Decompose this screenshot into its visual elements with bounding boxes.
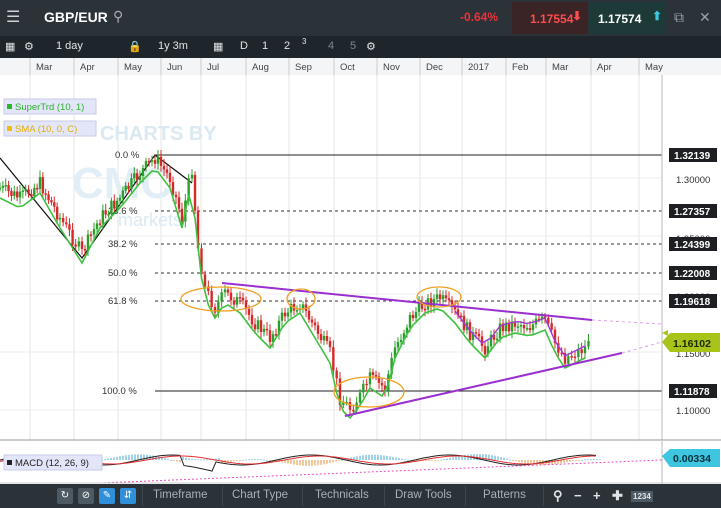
fibonacci-retracement[interactable]: 0.0 % 23.6 % 38.2 % 50.0 % 61.8 % 100.0 … (102, 150, 662, 397)
tab-draw-tools[interactable]: Draw Tools (395, 489, 452, 501)
tab-timeframe[interactable]: Timeframe (153, 489, 208, 501)
pencil-icon[interactable]: ✎ (99, 488, 115, 504)
macd-legend-box[interactable] (3, 454, 103, 471)
sell-price: 1.17554 (530, 12, 574, 26)
price-tick-110: 1.10000 (676, 406, 710, 417)
zoom-level-button[interactable]: 1234 (631, 491, 653, 502)
month-label: Jun (167, 62, 182, 73)
month-axis: Mar Apr May Jun Jul Aug Sep Oct Nov Dec 2017 Feb Mar… (36, 62, 663, 73)
interval-select[interactable]: 1 day (56, 40, 83, 52)
sell-price-box[interactable]: 1.17554 ⬇ (512, 2, 588, 34)
zoom-out-icon[interactable]: − (574, 488, 582, 503)
current-price-tag (662, 333, 720, 352)
month-label: Apr (597, 62, 612, 73)
save-icon[interactable]: ▦ (5, 41, 16, 53)
fib-label-236: 23.6 % (108, 206, 138, 217)
layout-1-button[interactable]: 1 (262, 40, 269, 52)
chart-grid (0, 58, 662, 484)
month-label: Jul (207, 62, 219, 73)
fib-label-382: 38.2 % (108, 239, 138, 250)
calendar-icon[interactable]: ▦ (213, 41, 224, 53)
bottom-toolbar: ↻ ⊘ ✎ ⇵ Timeframe Chart Type Technicals … (0, 484, 721, 508)
month-label: Aug (252, 62, 269, 73)
gear-icon[interactable]: ⚙ (24, 41, 34, 53)
menu-icon[interactable]: ☰ (6, 9, 21, 26)
layout-d-button[interactable]: D (240, 40, 248, 52)
indicator-legend[interactable]: SuperTrd (10, 1) SMA (10, 0, C) (3, 98, 97, 137)
month-label: Mar (36, 62, 52, 73)
month-label: May (124, 62, 142, 73)
price-tag-4: 1.19618 (674, 297, 711, 308)
top-bar: ☰ GBP/EUR ⚲ -0.64% 1.17554 ⬇ 1.17574 ⬆ ⧉… (0, 0, 721, 36)
month-axis-bg (0, 58, 721, 75)
tab-chart-type[interactable]: Chart Type (232, 489, 289, 501)
triangle-pattern[interactable] (221, 282, 663, 417)
legend-sma: SMA (10, 0, C) (15, 124, 77, 135)
month-label: Mar (552, 62, 568, 73)
layout-5-button[interactable]: 5 (350, 40, 357, 52)
refresh-icon[interactable]: ↻ (57, 488, 73, 504)
zoom-search-icon[interactable]: ⚲ (553, 488, 563, 503)
price-tick-130: 1.30000 (676, 175, 710, 186)
range-select[interactable]: 1y 3m (158, 40, 188, 52)
layout-4-button[interactable]: 4 (328, 40, 335, 52)
search-icon[interactable]: ⚲ (113, 8, 124, 24)
price-tick-115: 1.15000 (676, 349, 710, 360)
price-tag-3: 1.22008 (674, 269, 711, 280)
price-tag-2: 1.24399 (674, 240, 711, 251)
chart-toolbar: ▦ ⚙ 1 day 🔒 1y 3m ▦ D 1 2 3 4 5 ⚙ (0, 36, 721, 58)
month-label: Feb (512, 62, 528, 73)
settings-gear-icon[interactable]: ⚙ (366, 41, 376, 53)
buy-price-box[interactable]: 1.17574 ⬆ (590, 2, 666, 34)
legend-supertrend: SuperTrd (10, 1) (15, 102, 84, 113)
tag-arrow-icon (662, 330, 668, 336)
candlesticks (0, 150, 590, 420)
tab-technicals[interactable]: Technicals (315, 489, 369, 501)
price-tag-0: 1.32139 (674, 151, 711, 162)
month-label: Apr (80, 62, 95, 73)
month-label: May (645, 62, 663, 73)
zigzag-trendline[interactable] (0, 154, 193, 259)
watermark-line1: CHARTS BY (100, 123, 217, 145)
month-label: Oct (340, 62, 355, 73)
month-label: 2017 (468, 62, 489, 73)
sort-icon[interactable]: ⇵ (120, 488, 136, 504)
month-label: Sep (295, 62, 312, 73)
month-label: Nov (383, 62, 400, 73)
price-tag-1: 1.27357 (674, 207, 711, 218)
price-tags: 1.32139 1.27357 1.24399 1.22008 1.19618 … (669, 148, 717, 398)
price-change: -0.64% (460, 10, 499, 24)
tab-patterns[interactable]: Patterns (483, 489, 526, 501)
fib-label-0: 0.0 % (115, 150, 140, 161)
layout-3-button[interactable]: 3 (302, 37, 307, 46)
current-price: 1.16102 (673, 338, 711, 350)
legend-macd: MACD (12, 26, 9) (15, 458, 89, 469)
zoom-in-icon[interactable]: + (593, 488, 601, 503)
lock-icon[interactable]: 🔒 (128, 41, 142, 53)
month-label: Dec (426, 62, 443, 73)
symbol-name[interactable]: GBP/EUR (44, 9, 108, 25)
fib-label-100: 100.0 % (102, 386, 137, 397)
highlight-ellipses[interactable] (180, 286, 462, 408)
buy-price: 1.17574 (598, 12, 642, 26)
popout-icon[interactable]: ⧉ (674, 9, 684, 25)
watermark-line3: markets (118, 210, 182, 230)
fib-label-618: 61.8 % (108, 296, 138, 307)
price-axis-bg (662, 75, 721, 440)
price-chart[interactable]: Mar Apr May Jun Jul Aug Sep Oct Nov Dec 2017 Feb Mar… (0, 58, 721, 484)
macd-value-tag (662, 449, 720, 467)
crosshair-icon[interactable]: ✚ (612, 488, 623, 503)
fib-label-50: 50.0 % (108, 268, 138, 279)
close-icon[interactable]: ✕ (699, 9, 711, 25)
macd-value: 0.00334 (673, 453, 711, 465)
watermark-line2: CMC (72, 159, 172, 208)
layout-2-button[interactable]: 2 (284, 40, 291, 52)
price-tag-5: 1.11878 (674, 387, 710, 398)
clear-icon[interactable]: ⊘ (78, 488, 94, 504)
down-arrow-icon: ⬇ (572, 9, 583, 23)
up-arrow-icon: ⬆ (652, 9, 663, 23)
